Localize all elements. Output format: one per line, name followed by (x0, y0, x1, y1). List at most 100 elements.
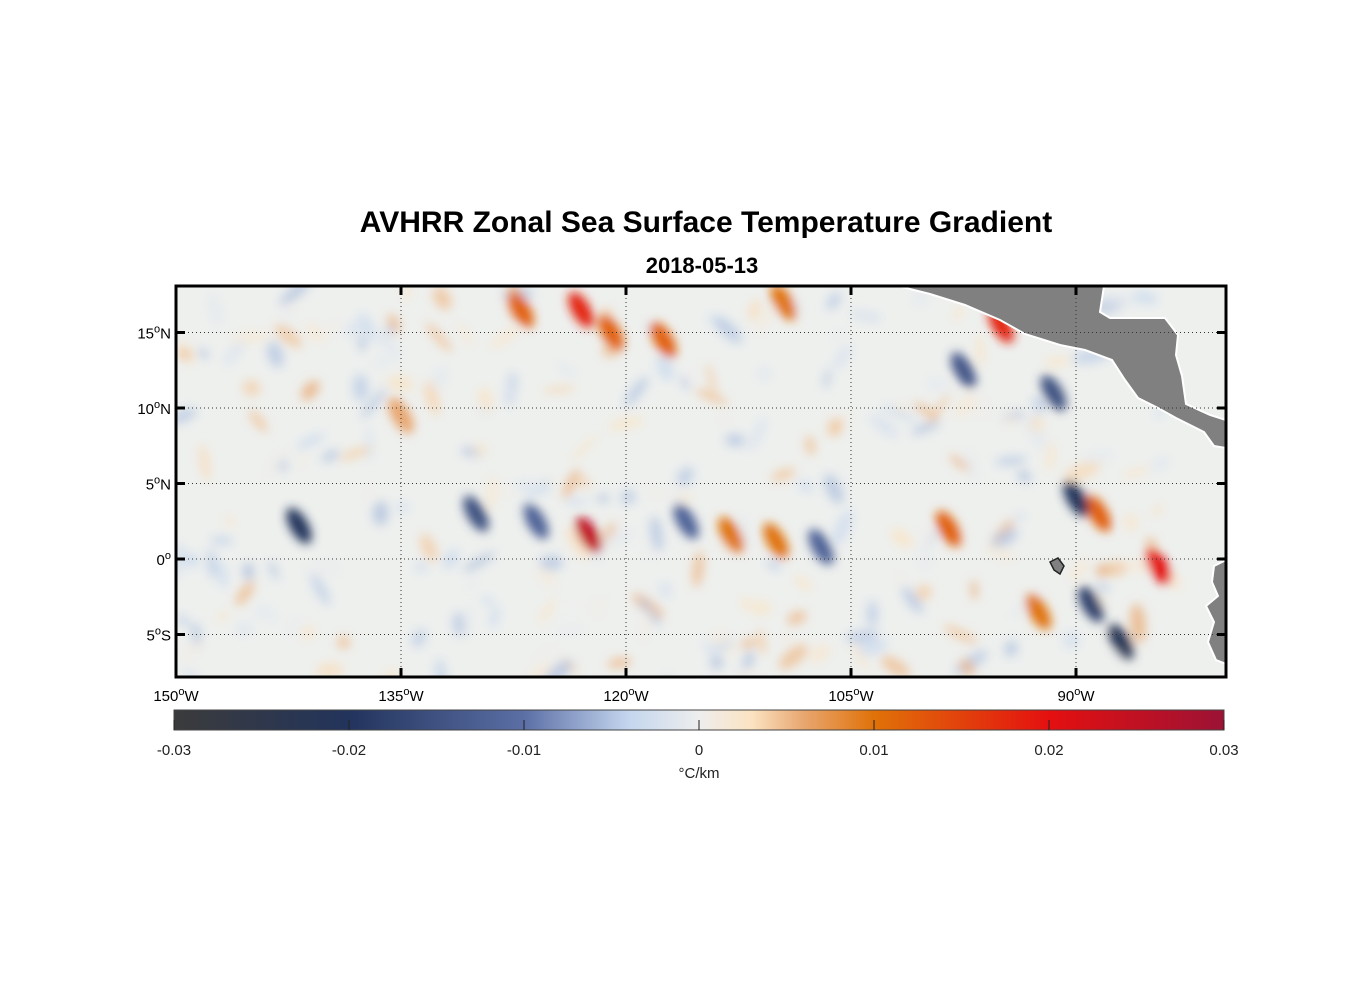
texture-streak (680, 375, 690, 390)
texture-streak (387, 375, 414, 392)
texture-streak (463, 552, 496, 572)
colorbar-tick-label: -0.03 (157, 742, 191, 759)
texture-streak (538, 598, 556, 625)
texture-streak (869, 414, 899, 439)
texture-streak (1029, 415, 1045, 433)
texture-streak (917, 543, 933, 571)
texture-streak (537, 567, 558, 588)
texture-streak (577, 476, 591, 488)
texture-streak (564, 497, 589, 506)
texture-streak (370, 352, 403, 369)
texture-streak (543, 659, 573, 677)
texture-streak (692, 550, 704, 588)
texture-streak (990, 528, 1019, 549)
gradient-feature (1040, 375, 1067, 411)
texture-streak (1083, 450, 1114, 464)
chart-subtitle: 2018-05-13 (645, 253, 759, 278)
texture-streak (472, 443, 489, 456)
texture-streak (964, 449, 979, 482)
texture-streak (596, 494, 610, 503)
texture-streak (337, 635, 351, 650)
texture-streak (298, 454, 308, 467)
texture-streak (748, 299, 762, 322)
texture-streak (740, 638, 757, 649)
gradient-feature (718, 516, 744, 553)
texture-streak (424, 381, 440, 416)
texture-streak (182, 639, 203, 662)
texture-streak (794, 576, 812, 591)
texture-streak (949, 454, 972, 473)
colorbar-tick-label: 0.03 (1209, 742, 1238, 759)
texture-streak (570, 435, 598, 462)
texture-streak (676, 467, 694, 487)
texture-streak (786, 610, 807, 626)
gradient-feature (568, 291, 594, 328)
texture-streak (1145, 536, 1157, 553)
texture-streak (995, 456, 1027, 466)
texture-streak (425, 322, 453, 352)
texture-streak (223, 515, 236, 527)
texture-streak (310, 574, 330, 605)
texture-streak (901, 586, 924, 614)
texture-streak (180, 552, 200, 567)
texture-streak (1095, 564, 1111, 577)
texture-streak (1046, 441, 1056, 472)
gradient-feature (650, 322, 677, 358)
texture-streak (433, 286, 452, 310)
texture-streak (954, 394, 977, 418)
texture-streak (739, 512, 749, 548)
texture-streak (1122, 467, 1150, 478)
texture-streak (709, 639, 735, 654)
texture-streak (463, 604, 474, 637)
texture-streak (177, 348, 192, 361)
texture-streak (565, 526, 590, 560)
y-tick-label: 10oN (137, 399, 171, 418)
texture-streak (372, 501, 389, 526)
texture-streak (959, 658, 975, 677)
gradient-feature (1145, 548, 1172, 585)
texture-streak (798, 479, 814, 493)
gradient-feature (763, 522, 789, 559)
x-tick-label: 120oW (603, 686, 649, 705)
x-tick-label: 90oW (1058, 686, 1096, 705)
texture-streak (857, 310, 872, 325)
texture-streak (714, 317, 743, 344)
gradient-feature (523, 503, 549, 540)
texture-streak (515, 481, 548, 495)
texture-streak (208, 293, 223, 328)
texture-streak (363, 486, 376, 503)
texture-streak (607, 657, 632, 669)
x-tick-label: 105oW (828, 686, 874, 705)
colorbar-tick-label: -0.02 (332, 742, 366, 759)
texture-streak (866, 600, 878, 628)
texture-streak (216, 611, 229, 622)
texture-streak (703, 639, 715, 657)
texture-streak (264, 610, 278, 624)
texture-streak (845, 630, 879, 644)
texture-streak (756, 629, 767, 655)
texture-streak (262, 447, 293, 477)
texture-streak (913, 402, 938, 419)
gradient-feature (508, 291, 534, 328)
texture-streak (748, 417, 767, 452)
texture-streak (315, 662, 344, 677)
texture-streak (741, 596, 752, 611)
texture-streak (756, 367, 772, 381)
texture-streak (372, 334, 400, 353)
colorbar-tick-label: -0.01 (507, 742, 541, 759)
texture-streak (1105, 561, 1127, 577)
texture-streak (419, 533, 438, 562)
colorbar-tick-label: 0.02 (1034, 742, 1063, 759)
texture-streak (804, 435, 816, 456)
y-tick-label: 0o (157, 550, 171, 569)
texture-streak (352, 374, 369, 402)
y-tick-label: 5oS (147, 626, 171, 645)
texture-streak (456, 322, 474, 347)
texture-streak (706, 363, 717, 396)
texture-streak (243, 562, 254, 581)
gradient-feature (1078, 586, 1104, 623)
gradient-feature (575, 516, 602, 553)
texture-streak (505, 382, 515, 399)
texture-streak (624, 376, 649, 407)
